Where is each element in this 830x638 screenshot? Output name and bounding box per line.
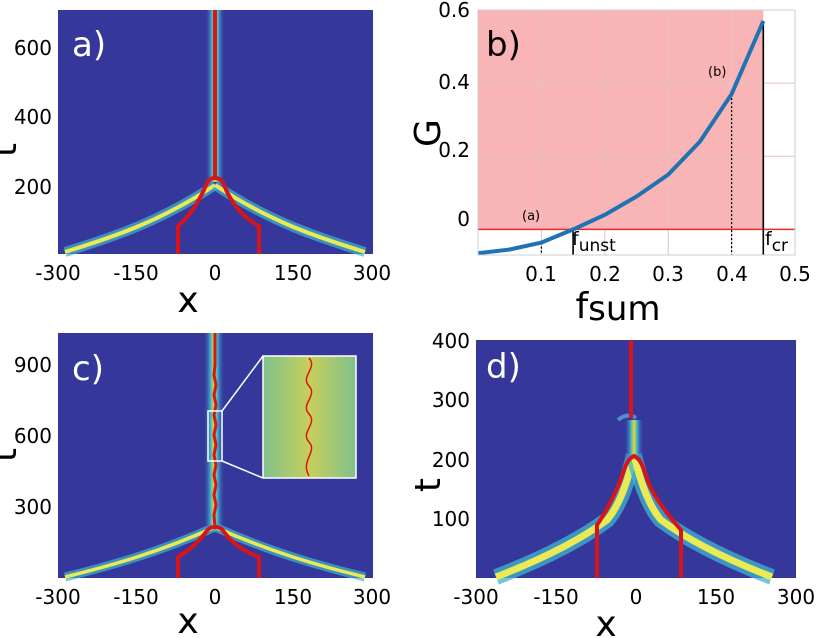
panel-a-ytick: 200: [14, 175, 52, 199]
panel-a-xtick: 0: [209, 261, 222, 285]
panel-a-xtick: 300: [353, 261, 391, 285]
panel-d-xticks: -300 -150 0 150 300: [453, 585, 815, 609]
panel-b-ytick: 0: [457, 207, 470, 231]
panel-d-ytick: 400: [432, 329, 470, 353]
panel-c-ytick: 900: [14, 353, 52, 377]
panel-b-frame: [477, 9, 796, 256]
panel-d-xtick: 300: [777, 585, 815, 609]
panel-b-xtick: 0.5: [779, 262, 811, 286]
panel-d-ytick: 100: [432, 507, 470, 531]
panel-d-band-left-core: [494, 454, 638, 581]
panel-d-label: d): [486, 347, 521, 387]
panel-a-ylabel: t: [0, 143, 25, 157]
panel-d-xtick: -300: [453, 585, 498, 609]
panel-a-xticks: -300 -150 0 150 300: [35, 261, 391, 285]
panel-c-xtick: 300: [353, 585, 391, 609]
panel-a-xtick: 150: [274, 261, 312, 285]
panel-c-inset-ridge: [305, 357, 313, 477]
panel-c-xtick: 0: [209, 585, 222, 609]
panel-b-ytick: 0.2: [438, 138, 470, 162]
panel-b-xtick: 0.4: [716, 262, 748, 286]
panel-a-ytick: 400: [14, 105, 52, 129]
panel-b-xticks: 0.1 0.2 0.3 0.4 0.5: [525, 262, 811, 286]
panel-d: d) 400 300 200 100 -300 -150 0 150 300 x…: [408, 329, 815, 638]
panel-c-zoom-line-bottom: [221, 460, 264, 479]
panel-d-xlabel: x: [595, 604, 616, 638]
panel-c-ridge-up: [212, 333, 218, 528]
panel-b-xtick: 0.1: [525, 262, 557, 286]
panel-b-markers: [540, 20, 765, 255]
panel-b-ytick: 0.6: [438, 0, 470, 22]
panel-c-ylabel: t: [0, 448, 25, 462]
panel-d-xtick: 150: [697, 585, 735, 609]
panel-a-band-right-core: [213, 183, 366, 254]
panel-d-glow: [624, 420, 644, 460]
panel-b-fcr-sub: cr: [772, 236, 788, 256]
panel-b-xtick: 0.3: [652, 262, 684, 286]
panel-c-ytick: 600: [14, 424, 52, 448]
panel-b-ylabel: G: [408, 119, 449, 147]
panel-c-ytick: 300: [14, 495, 52, 519]
panel-c-yticks: 900 600 300: [14, 353, 52, 519]
panel-c-inset: [262, 355, 357, 479]
panel-c-xtick: 150: [274, 585, 312, 609]
panel-d-band-right-core: [630, 454, 774, 581]
panel-a: a) 600 400 200 -300 -150 0 150 300 x t: [0, 10, 391, 321]
panel-d-xtick: 0: [630, 585, 643, 609]
panel-b-xtick: 0.2: [589, 262, 621, 286]
panel-d-xtick: -150: [533, 585, 578, 609]
panel-b-funst-sub: unst: [579, 236, 616, 256]
panel-a-xtick: -150: [113, 261, 158, 285]
panel-b-ytick: 0.4: [438, 70, 470, 94]
panel-c-band-right-core: [214, 525, 366, 579]
panel-c-zoom-box: [207, 410, 223, 462]
panel-b-yticks: 0.6 0.4 0.2 0: [438, 0, 470, 231]
panel-d-yticks: 400 300 200 100: [432, 329, 470, 531]
panel-c-xtick: -150: [113, 585, 158, 609]
panel-a-xtick: -300: [35, 261, 80, 285]
panel-a-band-left-core: [64, 183, 217, 254]
panel-a-ytick: 600: [14, 36, 52, 60]
panel-a-yticks: 600 400 200: [14, 36, 52, 199]
panel-c: c) 900 600 300 -300 -150 0 150 300 x t: [0, 333, 391, 638]
panel-b-marker-label-fcr: fcr: [765, 228, 788, 256]
panel-b-xlabel-sub: sum: [588, 289, 660, 329]
panel-a-label: a): [72, 25, 106, 65]
panel-c-xticks: -300 -150 0 150 300: [35, 585, 391, 609]
panel-c-label: c): [72, 349, 104, 389]
panel-b-xlabel: fsum: [575, 286, 660, 329]
panel-b-fcr-f: f: [765, 228, 773, 250]
panel-b-marker-label-funst: funst: [572, 228, 616, 256]
panel-c-band-left-core: [64, 525, 216, 579]
panel-d-ytick: 200: [432, 448, 470, 472]
panel-d-ridge: [595, 453, 683, 578]
panel-d-fade-arc: [616, 413, 638, 422]
panel-b-series-line: [477, 20, 766, 256]
panel-c-zoom-line-top: [221, 355, 264, 412]
panel-d-ytick: 300: [432, 388, 470, 412]
panel-b-xlabel-f: f: [575, 286, 589, 327]
panel-b: b) (a) (b) funst fcr 0.6 0.4 0.2 0 0.1 0…: [408, 0, 811, 329]
panel-b-label: b): [486, 25, 521, 65]
panel-b-marker-label-a: (a): [522, 209, 540, 224]
panel-c-xtick: -300: [35, 585, 80, 609]
panel-a-xlabel: x: [177, 280, 198, 321]
panel-b-marker-label-b: (b): [708, 65, 726, 80]
panel-b-marker-labels: (a) (b) funst fcr: [522, 65, 788, 256]
panel-d-ylabel: t: [408, 478, 449, 492]
panel-b-funst-f: f: [572, 228, 580, 250]
panel-c-xlabel: x: [177, 601, 198, 638]
